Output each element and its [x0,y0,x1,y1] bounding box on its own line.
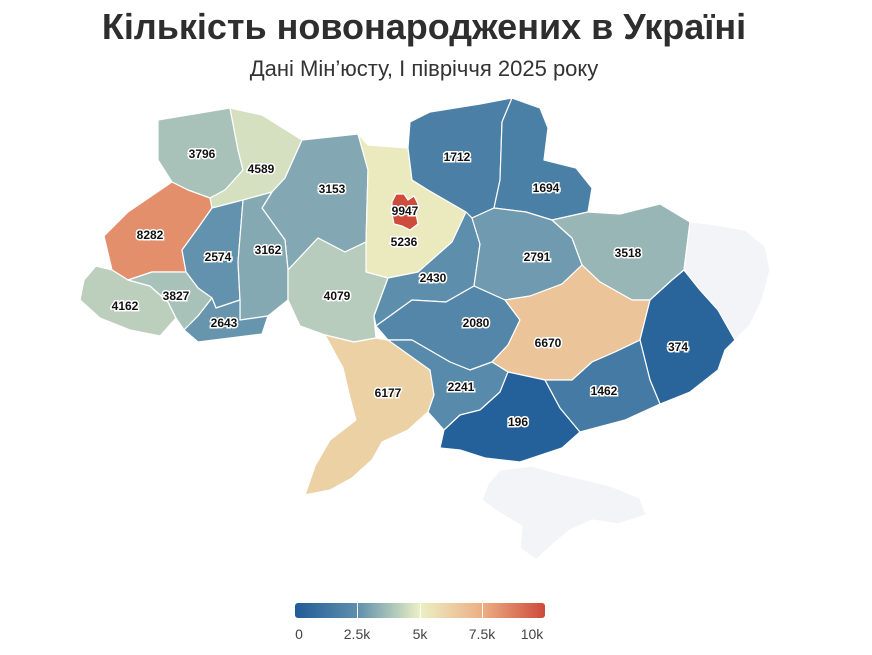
label-dnipropetrovsk: 6670 [535,336,562,350]
label-zhytomyr: 3153 [319,182,346,196]
label-kherson: 196 [508,415,528,429]
legend-tick-mark [482,603,483,618]
region-luhansk[interactable] [683,221,771,341]
legend-tick-mark [420,603,421,618]
ukraine-choropleth-map: 3796 4589 3153 5236 9947 1712 1694 8282 … [79,97,771,561]
legend-gradient-bar [295,603,545,618]
label-ivano-frankivsk: 3827 [163,289,190,303]
legend-label-0: 0 [295,626,303,642]
region-crimea[interactable] [481,465,647,561]
label-zakarpattia: 4162 [112,299,139,313]
label-zaporizhzhia: 1462 [591,384,618,398]
color-legend: 0 2.5k 5k 7.5k 10k [295,603,545,646]
label-ternopil: 2574 [205,250,232,264]
region-zaporizhzhia[interactable] [544,339,661,433]
label-mykolaiv: 2241 [448,380,475,394]
label-volyn: 3796 [189,147,216,161]
label-kyiv-city: 9947 [392,204,419,218]
region-sumy[interactable] [493,97,593,221]
legend-label-5k: 5k [412,626,428,642]
label-kharkiv: 3518 [615,246,642,260]
region-chernivtsi[interactable] [183,297,269,343]
label-rivne: 4589 [248,162,275,176]
label-kyiv-oblast: 5236 [391,235,418,249]
label-cherkasy: 2430 [420,271,447,285]
label-donetsk: 374 [668,340,688,354]
label-odesa: 6177 [375,386,402,400]
legend-tick-labels: 0 2.5k 5k 7.5k 10k [295,626,545,646]
label-lviv: 8282 [137,228,164,242]
label-khmelnytskyi: 3162 [255,243,282,257]
region-kyiv-city[interactable] [391,193,419,231]
label-poltava: 2791 [524,250,551,264]
legend-tick-mark [357,603,358,618]
legend-label-2-5k: 2.5k [343,626,371,642]
legend-label-7-5k: 7.5k [468,626,496,642]
label-sumy: 1694 [533,181,560,195]
label-vinnytsia: 4079 [324,289,351,303]
map-subtitle: Дані Мін’юсту, І півріччя 2025 року [249,56,599,81]
map-title: Кількість новонароджених в Україні [101,6,747,47]
legend-label-10k: 10k [520,626,544,642]
label-kirovohrad: 2080 [463,316,490,330]
label-chernihiv: 1712 [444,150,471,164]
label-chernivtsi: 2643 [211,316,238,330]
